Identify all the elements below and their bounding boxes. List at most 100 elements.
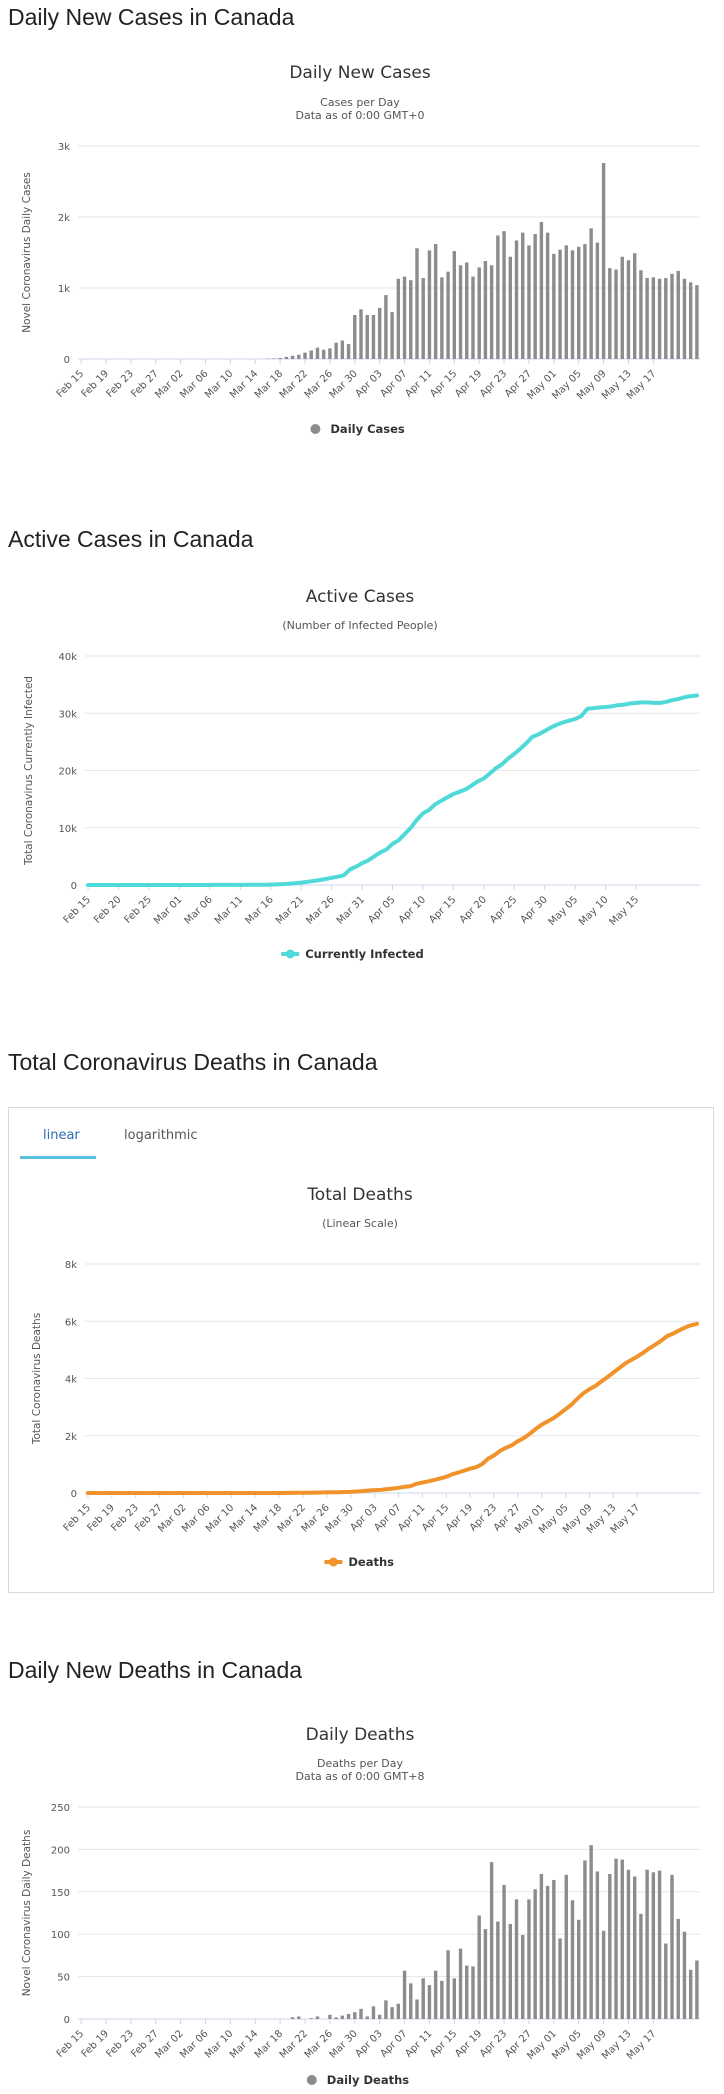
y-tick-label: 30k — [58, 709, 77, 720]
bar — [427, 250, 432, 359]
bar — [396, 278, 401, 359]
y-tick-label: 0 — [71, 881, 77, 892]
bar — [415, 1999, 419, 2019]
active-cases-heading: Active Cases in Canada — [8, 526, 254, 552]
x-tick-label: Apr 03 — [354, 2028, 385, 2059]
bar — [670, 273, 674, 359]
bar — [564, 245, 568, 359]
x-tick-label: Mar 01 — [152, 894, 184, 926]
daily-deaths-heading: Daily New Deaths in Canada — [8, 1657, 303, 1683]
bar — [483, 1929, 488, 2019]
bar — [533, 1889, 537, 2019]
x-tick-label: Apr 10 — [397, 894, 428, 925]
bar — [564, 1874, 568, 2019]
bar — [632, 1876, 637, 2019]
bar — [601, 163, 606, 359]
y-tick-label: 2k — [65, 1432, 77, 1443]
bar — [570, 250, 575, 359]
bar — [465, 262, 469, 359]
bar — [309, 2018, 313, 2019]
x-tick-label: Feb 25 — [123, 894, 155, 926]
x-tick-label: Mar 16 — [243, 894, 275, 926]
bar — [377, 2014, 382, 2019]
bar — [278, 357, 282, 359]
x-tick-label: Mar 30 — [328, 2028, 360, 2060]
bar — [552, 253, 556, 359]
bar — [371, 314, 376, 359]
bar — [489, 265, 494, 359]
bar — [527, 245, 531, 359]
bar — [657, 278, 662, 359]
x-tick-label: Apr 20 — [458, 894, 489, 925]
tab-logarithmic[interactable]: logarithmic — [124, 1128, 198, 1143]
bar — [334, 2017, 338, 2019]
y-axis-label: Total Coronavirus Currently Infected — [23, 676, 35, 866]
bar — [440, 1980, 444, 2019]
y-axis-label: Novel Coronavirus Daily Cases — [21, 172, 33, 333]
series-line — [86, 1321, 699, 1495]
bar — [433, 243, 438, 359]
bar — [390, 2007, 394, 2019]
x-tick-label: May 10 — [577, 894, 611, 928]
daily-cases-heading: Daily New Cases in Canada — [8, 4, 295, 30]
bar — [421, 1978, 425, 2019]
tab-linear[interactable]: linear — [43, 1128, 80, 1143]
bar — [328, 2014, 332, 2019]
bar — [626, 260, 631, 359]
bar — [315, 2016, 320, 2019]
bar — [676, 1918, 680, 2019]
x-tick-label: Apr 03 — [354, 368, 385, 399]
active-cases-svg: Active Cases (Number of Infected People) 0… — [23, 587, 700, 961]
y-tick-label: 0 — [64, 355, 70, 366]
x-tick-label: Feb 20 — [92, 894, 124, 926]
chart-title: Active Cases — [306, 587, 415, 607]
bar — [552, 1879, 556, 2019]
bar — [589, 1845, 593, 2019]
bar — [421, 278, 425, 359]
bar — [521, 1935, 525, 2019]
bar — [695, 285, 699, 359]
chart-subtitle: (Number of Infected People) — [282, 619, 437, 632]
x-tick-label: Feb 15 — [62, 894, 94, 926]
x-tick-label: May 05 — [547, 894, 581, 928]
bar — [440, 277, 444, 359]
bar — [297, 354, 301, 359]
bar — [359, 309, 363, 359]
y-axis-label: Novel Coronavirus Daily Deaths — [21, 1830, 33, 1997]
bar — [309, 350, 313, 359]
bar — [409, 1983, 413, 2019]
bar — [433, 1970, 438, 2019]
bar — [390, 312, 394, 359]
bar — [340, 340, 345, 359]
bar — [583, 1860, 587, 2019]
bar — [297, 2016, 301, 2019]
bar — [527, 1899, 531, 2019]
bar — [595, 1871, 600, 2019]
bar — [664, 278, 668, 359]
bar — [346, 2013, 351, 2019]
bar — [334, 342, 338, 359]
bar — [620, 256, 624, 359]
bar — [353, 314, 357, 359]
bar — [651, 1872, 656, 2019]
y-tick-label: 40k — [58, 652, 77, 663]
bar — [657, 1870, 662, 2019]
bar — [496, 235, 500, 359]
bar — [545, 232, 550, 359]
bar — [645, 278, 649, 359]
bar — [639, 270, 643, 359]
chart-title: Total Deaths — [306, 1185, 413, 1205]
bar — [477, 1915, 481, 2019]
bar — [639, 1913, 643, 2019]
bar — [458, 1948, 463, 2019]
total-deaths-svg: Total Deaths (Linear Scale) 0 2k 4k 6k 8k Total… — [31, 1185, 700, 1569]
bar — [601, 1930, 606, 2019]
bar — [365, 2016, 369, 2019]
bar — [483, 261, 488, 359]
y-tick-label: 8k — [65, 1260, 77, 1271]
bar — [353, 2012, 357, 2019]
bar — [558, 1938, 562, 2019]
x-tick-label: Apr 15 — [427, 894, 458, 925]
chart-subtitle: Data as of 0:00 GMT+8 — [296, 1770, 425, 1783]
